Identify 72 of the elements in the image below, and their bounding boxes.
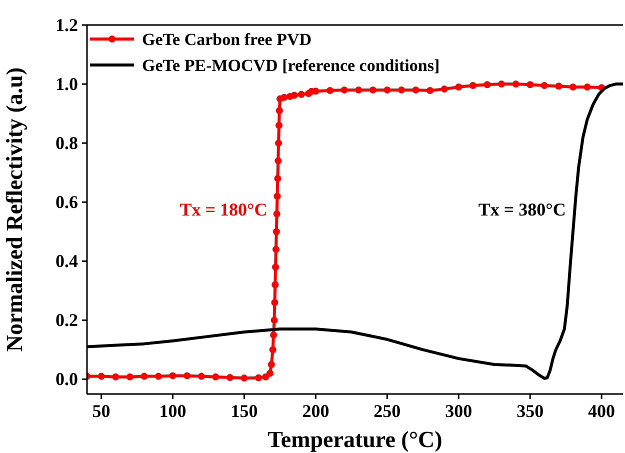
point [270, 331, 278, 338]
x-tick-label: 350 [516, 401, 544, 421]
point [274, 192, 281, 200]
point [275, 122, 282, 129]
point [272, 246, 280, 253]
point [98, 372, 105, 380]
point [526, 81, 534, 88]
point [240, 374, 248, 382]
x-tick-label: 50 [92, 401, 110, 421]
x-tick-label: 200 [302, 401, 330, 421]
y-tick-label: 0.6 [56, 192, 78, 212]
point [498, 80, 506, 88]
legend-label: GeTe Carbon free PVD [142, 30, 312, 49]
x-tick-label: 250 [374, 401, 401, 421]
point [298, 90, 305, 98]
point [272, 228, 280, 236]
point [154, 372, 162, 380]
point [290, 92, 298, 99]
point [569, 83, 576, 90]
point [212, 373, 220, 380]
point [198, 372, 205, 380]
point [512, 80, 520, 88]
point [540, 82, 548, 90]
point [268, 360, 275, 368]
point [266, 370, 274, 377]
annotation: Tx = 180°C [180, 200, 268, 220]
point [126, 373, 134, 380]
x-tick-label: 400 [588, 401, 616, 421]
point [269, 346, 276, 354]
point [272, 281, 279, 288]
point [584, 83, 591, 90]
point [412, 86, 420, 94]
y-tick-label: 0.2 [56, 310, 78, 330]
point [184, 372, 191, 380]
point [255, 374, 262, 382]
point [226, 374, 234, 381]
point [274, 175, 282, 182]
x-axis-title: Temperature (°C) [268, 427, 442, 452]
point [440, 86, 448, 93]
point [273, 210, 280, 218]
point [112, 373, 120, 380]
y-tick-label: 0.8 [56, 133, 78, 154]
point [398, 86, 405, 94]
y-tick-label: 1.2 [56, 15, 78, 35]
point [274, 157, 282, 164]
point [484, 81, 491, 88]
point [275, 140, 282, 147]
point [326, 87, 334, 94]
point [369, 86, 376, 94]
point [469, 82, 476, 90]
point [340, 86, 348, 94]
point [384, 86, 391, 94]
x-tick-label: 100 [159, 401, 186, 421]
point [455, 83, 462, 90]
point [169, 372, 176, 380]
point [271, 298, 278, 306]
point [270, 316, 278, 324]
point [276, 107, 283, 114]
point [555, 82, 562, 90]
y-tick-label: 0.4 [56, 251, 78, 272]
x-tick-label: 300 [445, 401, 472, 421]
point [355, 86, 362, 94]
point [426, 87, 434, 94]
x-tick-label: 150 [230, 401, 258, 421]
point [312, 88, 320, 95]
y-tick-label: 1.0 [56, 74, 78, 94]
point [272, 264, 280, 271]
y-tick-label: 0.0 [56, 369, 78, 390]
legend-label: GeTe PE-MOCVD [reference conditions] [142, 56, 440, 75]
point [140, 372, 148, 380]
annotation: Tx = 380°C [478, 200, 566, 220]
y-axis-title: Normalized Reflectivity (a.u) [2, 67, 27, 352]
